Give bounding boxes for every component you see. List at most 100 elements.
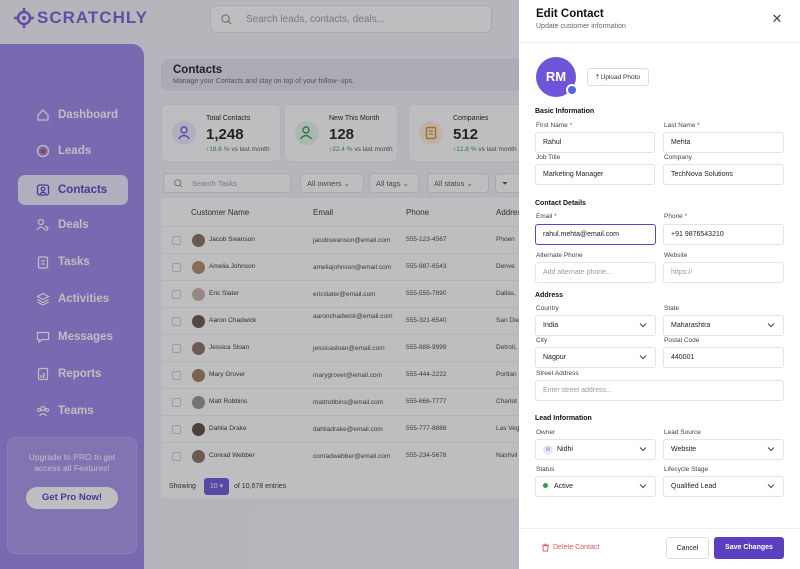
postal-code-field[interactable]: 440001 (663, 347, 784, 368)
section-address: Address (535, 292, 564, 299)
stat-card-companies: Companies 512 ↑12.8 % vs last month (408, 104, 531, 162)
task-search-input[interactable]: Search Tasks (163, 173, 291, 193)
sidebar-item-activities[interactable]: Activities (18, 284, 128, 314)
row-checkbox[interactable] (172, 290, 181, 299)
report-icon (37, 367, 49, 381)
phone-label: Phone * (664, 213, 687, 220)
save-changes-button[interactable]: Save Changes (714, 537, 784, 559)
customer-email: conradwebber@email.com (313, 453, 391, 460)
lifecycle-stage-label: Lifecycle Stage (664, 466, 709, 473)
row-checkbox[interactable] (172, 344, 181, 353)
required-marker: * (554, 213, 557, 220)
chevron-down-icon (639, 484, 647, 489)
status-dot (566, 84, 578, 96)
table-row[interactable]: Matt Robbins mattrobbins@email.com 555-666… (161, 388, 531, 415)
lifecycle-stage-select[interactable]: Qualified Lead (663, 476, 784, 497)
global-search-placeholder: Search leads, contacts, deals... (246, 13, 385, 25)
row-checkbox[interactable] (172, 425, 181, 434)
customer-name: Aaron Chadwick (209, 317, 257, 324)
customer-email: aaronchadwick@email.com (313, 313, 393, 320)
tags-filter[interactable]: All tags ⌄ (369, 173, 419, 193)
page-subtitle: Manage your Contacts and stay on top of … (173, 78, 354, 85)
table-row[interactable]: Jacob Swanson jacobswanson@email.com 555-1… (161, 226, 531, 253)
postal-code-label: Postal Code (664, 337, 700, 344)
stat-label: Companies (453, 115, 489, 122)
table-row[interactable]: Conrad Webber conradwebber@email.com 555-2… (161, 442, 531, 469)
lead-source-select[interactable]: Website (663, 439, 784, 460)
sidebar-item-teams[interactable]: Teams (18, 396, 128, 426)
country-select[interactable]: India (535, 315, 656, 336)
table-row[interactable]: Eric Slater ericslater@email.com 555-555-7… (161, 280, 531, 307)
sidebar-item-leads[interactable]: Leads (18, 136, 128, 166)
get-pro-button[interactable]: Get Pro Now! (26, 487, 118, 509)
email-label-text: Email (536, 213, 553, 220)
first-name-field[interactable]: Rahul (535, 132, 655, 153)
sidebar-item-deals[interactable]: Deals (18, 210, 128, 240)
table-row[interactable]: Dahlia Drake dahliadrake@email.com 555-777… (161, 415, 531, 442)
customer-email: jessicasloan@email.com (313, 345, 385, 352)
sidebar-item-dashboard[interactable]: Dashboard (18, 100, 128, 130)
alternate-phone-field[interactable]: Add alternate phone... (535, 262, 656, 283)
table-row[interactable]: Aaron Chadwick aaronchadwick@email.com 555… (161, 307, 531, 334)
avatar-initials: RM (545, 69, 567, 84)
customer-email: jacobswanson@email.com (313, 237, 391, 244)
row-checkbox[interactable] (172, 452, 181, 461)
global-search-input[interactable]: Search leads, contacts, deals... (210, 5, 492, 33)
upload-photo-button[interactable]: ⤒ Upload Photo (587, 68, 649, 86)
state-select[interactable]: Maharashtra (663, 315, 784, 336)
delete-contact-label: Delete Contact (553, 544, 600, 551)
status-filter[interactable]: All status ⌄ (427, 173, 489, 193)
row-checkbox[interactable] (172, 263, 181, 272)
row-checkbox[interactable] (172, 236, 181, 245)
column-header-phone[interactable]: Phone (406, 208, 430, 217)
company-field[interactable]: TechNova Solutions (663, 164, 784, 185)
sidebar-item-reports[interactable]: Reports (18, 359, 128, 389)
city-select[interactable]: Nagpur (535, 347, 656, 368)
column-header-name[interactable]: Customer Name (191, 208, 250, 217)
status-select[interactable]: Active (535, 476, 656, 497)
street-address-field[interactable]: Enter street address... (535, 380, 784, 401)
table-row[interactable]: Jessica Sloan jessicasloan@email.com 555-8… (161, 334, 531, 361)
email-field[interactable]: rahul.mehta@email.com (535, 224, 656, 245)
row-checkbox[interactable] (172, 317, 181, 326)
website-field[interactable]: https:// (663, 262, 784, 283)
target-icon (36, 144, 50, 158)
chevron-down-icon: ⌄ (402, 179, 409, 188)
close-icon[interactable]: ✕ (771, 11, 783, 26)
sidebar-item-messages[interactable]: Messages (18, 322, 128, 352)
delete-contact-button[interactable]: Delete Contact (541, 543, 599, 552)
stat-value: 128 (329, 126, 355, 143)
table-row[interactable]: Amelia Johnson ameliajohnson@email.com 555… (161, 253, 531, 280)
customer-name: Jacob Swanson (209, 236, 255, 243)
phone-field[interactable]: +91 9876543210 (663, 224, 784, 245)
page-size-select[interactable]: 10 ▾ (204, 478, 229, 495)
showing-label: Showing (169, 483, 196, 490)
table-row[interactable]: Mary Grover marygrover@email.com 555-444-2… (161, 361, 531, 388)
cancel-button[interactable]: Cancel (666, 537, 709, 559)
customer-phone: 555-321-6540 (406, 317, 447, 324)
section-basic-information: Basic Information (535, 108, 595, 115)
sidebar-item-tasks[interactable]: Tasks (18, 247, 128, 277)
upgrade-promo: Upgrade to PRO to get access all Feature… (7, 437, 137, 554)
sidebar-item-contacts[interactable]: Contacts (18, 175, 128, 205)
row-checkbox[interactable] (172, 398, 181, 407)
owners-filter[interactable]: All owners ⌄ (300, 173, 364, 193)
customer-address: Portlan (496, 371, 517, 378)
status-dot (543, 483, 548, 488)
column-header-address[interactable]: Addres (496, 208, 522, 217)
owner-select[interactable]: N Nidhi (535, 439, 656, 460)
city-value: Nagpur (543, 354, 566, 361)
upload-photo-label: Upload Photo (600, 74, 641, 81)
last-name-field[interactable]: Mehta (663, 132, 784, 153)
column-header-email[interactable]: Email (313, 208, 334, 217)
customer-email: marygrover@email.com (313, 372, 383, 379)
upload-icon: ⤒ (595, 74, 599, 81)
job-title-field[interactable]: Marketing Manager (535, 164, 655, 185)
avatar (192, 342, 205, 355)
avatar (192, 234, 205, 247)
row-checkbox[interactable] (172, 371, 181, 380)
modal-backdrop[interactable] (0, 0, 519, 569)
customer-name: Mary Grover (209, 371, 246, 378)
building-icon (419, 121, 443, 145)
stat-value: 512 (453, 126, 479, 143)
